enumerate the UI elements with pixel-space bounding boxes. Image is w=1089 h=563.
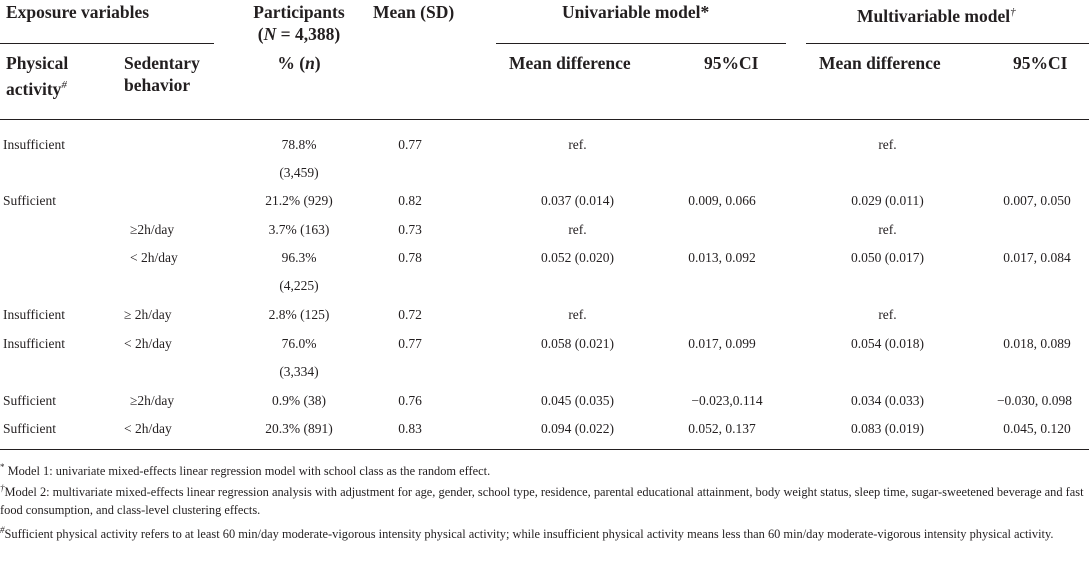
cell-sedentary-behavior: < 2h/day [124, 336, 172, 351]
cell-sedentary-behavior: ≥2h/day [130, 222, 175, 237]
header-percent-n: % (n) [277, 53, 321, 73]
cell-sedentary-behavior: ≥2h/day [130, 393, 175, 408]
cell-uni-mean-diff: 0.045 (0.035) [540, 393, 615, 408]
cell-mean: 0.83 [398, 421, 422, 436]
cell-uni-95ci: 0.017, 0.099 [688, 336, 756, 351]
cell-multi-95ci: 0.045, 0.120 [1003, 421, 1071, 436]
header-participants-line1: Participants [253, 2, 345, 22]
cell-participants: 20.3% (891) [265, 421, 333, 436]
table-bottom-rule [0, 449, 1089, 450]
cell-physical-activity: Sufficient [3, 193, 56, 208]
cell-uni-95ci: 0.009, 0.066 [688, 193, 756, 208]
cell-multi-mean-diff: 0.054 (0.018) [850, 336, 925, 351]
cell-mean: 0.72 [398, 307, 422, 322]
cell-multi-mean-diff: ref. [878, 222, 897, 237]
cell-uni-mean-diff: ref. [568, 307, 587, 322]
header-uni-mean-difference: Mean difference [509, 53, 631, 73]
cell-participants: 78.8% [281, 137, 317, 152]
cell-uni-mean-diff: ref. [568, 137, 587, 152]
cell-mean: 0.82 [398, 193, 422, 208]
cell-multi-95ci: 0.007, 0.050 [1003, 193, 1071, 208]
cell-uni-95ci: 0.052, 0.137 [688, 421, 756, 436]
cell-participants-cont: (3,334) [279, 364, 319, 379]
cell-mean: 0.78 [398, 250, 422, 265]
cell-participants-cont: (4,225) [279, 278, 319, 293]
header-participants: Participants (N = 4,388) [244, 1, 354, 45]
cell-physical-activity: Insufficient [3, 307, 65, 322]
cell-multi-mean-diff: ref. [878, 307, 897, 322]
cell-mean: 0.73 [398, 222, 422, 237]
cell-physical-activity: Insufficient [3, 137, 65, 152]
multivariable-group-rule [806, 43, 1089, 44]
cell-sedentary-behavior: ≥ 2h/day [124, 307, 172, 322]
cell-participants: 3.7% (163) [268, 222, 330, 237]
cell-mean: 0.77 [398, 137, 422, 152]
cell-uni-95ci: −0.023,0.114 [691, 393, 763, 408]
cell-multi-95ci: 0.018, 0.089 [1003, 336, 1071, 351]
footnote-model2: †Model 2: multivariate mixed-effects lin… [0, 483, 1084, 517]
header-multivariable-model: Multivariable model† [857, 5, 1016, 26]
header-multi-mean-difference: Mean difference [819, 53, 941, 73]
cell-physical-activity: Insufficient [3, 336, 65, 351]
header-bottom-rule [0, 119, 1089, 120]
cell-uni-mean-diff: ref. [568, 222, 587, 237]
cell-multi-95ci: 0.017, 0.084 [1003, 250, 1071, 265]
header-multi-95ci: 95%CI [1013, 53, 1068, 73]
cell-sedentary-behavior: < 2h/day [124, 421, 172, 436]
cell-participants: 21.2% (929) [265, 193, 333, 208]
cell-participants-cont: (3,459) [279, 165, 319, 180]
header-mean-sd: Mean (SD) [373, 2, 455, 22]
header-sedentary-behavior: Sedentary behavior [124, 53, 200, 95]
cell-participants: 2.8% (125) [268, 307, 330, 322]
cell-mean: 0.77 [398, 336, 422, 351]
header-physical-activity: Physical activity# [6, 53, 69, 99]
cell-participants: 0.9% (38) [272, 393, 326, 408]
cell-uni-mean-diff: 0.094 (0.022) [540, 421, 615, 436]
cell-multi-mean-diff: ref. [878, 137, 897, 152]
cell-participants: 76.0% [281, 336, 317, 351]
exposure-group-rule [0, 43, 214, 44]
cell-uni-mean-diff: 0.058 (0.021) [540, 336, 615, 351]
cell-uni-95ci: 0.013, 0.092 [688, 250, 756, 265]
header-exposure-variables: Exposure variables [6, 2, 150, 22]
cell-multi-mean-diff: 0.034 (0.033) [850, 393, 925, 408]
header-univariable-model: Univariable model* [562, 2, 710, 22]
cell-multi-mean-diff: 0.050 (0.017) [850, 250, 925, 265]
cell-physical-activity: Sufficient [3, 393, 56, 408]
cell-multi-mean-diff: 0.029 (0.011) [851, 193, 924, 208]
cell-physical-activity: Sufficient [3, 421, 56, 436]
cell-sedentary-behavior: < 2h/day [130, 250, 178, 265]
cell-mean: 0.76 [398, 393, 422, 408]
cell-multi-mean-diff: 0.083 (0.019) [850, 421, 925, 436]
header-participants-line2: (N = 4,388) [257, 24, 341, 44]
header-uni-95ci: 95%CI [704, 53, 759, 73]
cell-uni-mean-diff: 0.052 (0.020) [540, 250, 615, 265]
univariable-group-rule [496, 43, 786, 44]
footnote-physical-activity: #Sufficient physical activity refers to … [0, 525, 1054, 542]
cell-uni-mean-diff: 0.037 (0.014) [540, 193, 615, 208]
footnote-model1: * Model 1: univariate mixed-effects line… [0, 462, 491, 479]
cell-multi-95ci: −0.030, 0.098 [996, 393, 1073, 408]
cell-participants: 96.3% [281, 250, 317, 265]
